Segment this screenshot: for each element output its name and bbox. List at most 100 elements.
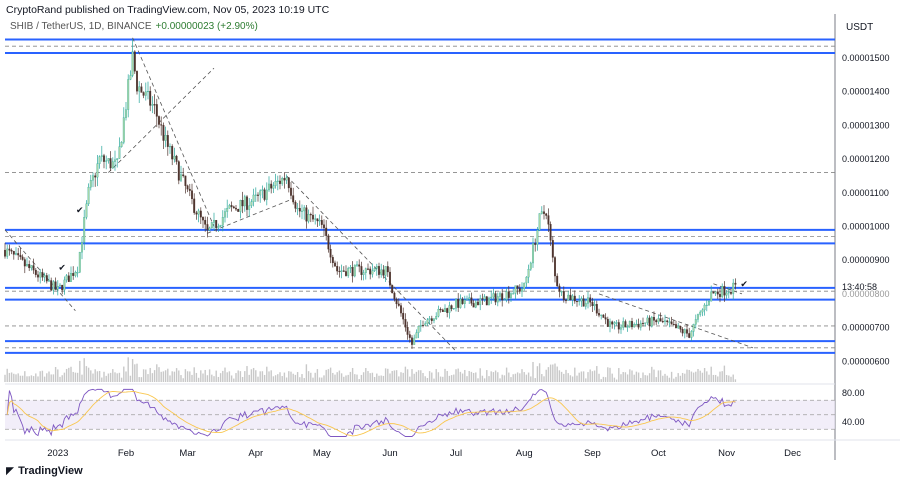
volume-bar bbox=[268, 371, 270, 382]
volume-bar bbox=[710, 366, 712, 382]
volume-bar bbox=[428, 371, 431, 382]
check-mark-icon: ✔ bbox=[76, 205, 84, 215]
volume-bar bbox=[169, 375, 171, 382]
candle bbox=[72, 273, 75, 276]
candle bbox=[411, 337, 413, 345]
candle bbox=[670, 321, 673, 325]
candle bbox=[345, 271, 347, 276]
candle bbox=[422, 324, 424, 327]
candle bbox=[690, 331, 693, 338]
candle bbox=[105, 160, 108, 162]
candle bbox=[39, 272, 42, 278]
candle bbox=[547, 215, 550, 225]
candle bbox=[503, 299, 506, 301]
candle bbox=[26, 264, 28, 267]
candle bbox=[461, 298, 464, 304]
currency-label[interactable]: USDT bbox=[846, 22, 874, 33]
volume-bar bbox=[466, 376, 468, 382]
candle bbox=[525, 276, 528, 284]
candle bbox=[444, 308, 446, 313]
volume-bar bbox=[712, 374, 715, 382]
time-tick-label: May bbox=[313, 448, 331, 459]
candle bbox=[727, 292, 730, 294]
volume-bar bbox=[239, 371, 242, 382]
volume-bar bbox=[684, 373, 686, 382]
volume-bar bbox=[670, 371, 673, 382]
volume-bar bbox=[61, 375, 63, 382]
candle bbox=[626, 326, 629, 328]
volume-bar bbox=[499, 378, 501, 382]
volume-bar bbox=[615, 379, 618, 382]
candle bbox=[325, 227, 328, 236]
footer-brand[interactable]: TradingView bbox=[18, 465, 83, 477]
volume-bar bbox=[149, 367, 151, 382]
candle bbox=[12, 251, 15, 255]
candle bbox=[582, 298, 585, 307]
volume-bar bbox=[708, 374, 710, 382]
volume-bar bbox=[444, 368, 446, 382]
volume-bar bbox=[532, 361, 534, 382]
candle bbox=[127, 79, 130, 110]
candle bbox=[147, 90, 149, 93]
volume-bar bbox=[182, 378, 184, 382]
candle bbox=[169, 146, 171, 148]
candle bbox=[186, 185, 189, 190]
volume-bar bbox=[437, 372, 440, 382]
volume-bar bbox=[450, 375, 453, 382]
volume-bar bbox=[257, 376, 259, 382]
volume-bar bbox=[211, 374, 213, 382]
candle bbox=[309, 214, 312, 216]
candle bbox=[28, 264, 31, 269]
candle bbox=[232, 206, 235, 209]
time-tick-label: Feb bbox=[118, 448, 134, 459]
candle bbox=[175, 155, 178, 162]
candle bbox=[494, 293, 497, 303]
candle bbox=[712, 291, 715, 294]
candle bbox=[457, 298, 460, 308]
volume-bar bbox=[409, 376, 411, 382]
time-tick-label: Apr bbox=[248, 448, 263, 459]
candle bbox=[151, 104, 154, 106]
candle bbox=[719, 294, 721, 297]
candle bbox=[628, 321, 631, 327]
volume-bar bbox=[629, 369, 631, 382]
candle bbox=[230, 205, 233, 207]
candle bbox=[534, 243, 537, 245]
volume-bar bbox=[556, 366, 558, 382]
volume-bar bbox=[283, 372, 286, 382]
candle bbox=[197, 210, 200, 215]
volume-bar bbox=[602, 376, 605, 382]
volume-bar bbox=[307, 371, 310, 382]
candle bbox=[637, 323, 640, 328]
candle bbox=[395, 298, 398, 305]
candle bbox=[523, 282, 526, 290]
volume-bar bbox=[345, 375, 347, 382]
volume-bar bbox=[479, 368, 481, 382]
candle bbox=[426, 319, 429, 324]
candle bbox=[406, 327, 409, 335]
candle bbox=[725, 292, 728, 296]
candle bbox=[144, 91, 147, 96]
volume-bar bbox=[699, 370, 701, 382]
volume-bar bbox=[340, 373, 343, 382]
candle bbox=[158, 116, 160, 125]
price-pane bbox=[5, 36, 835, 383]
candle bbox=[133, 51, 136, 72]
volume-bar bbox=[571, 376, 574, 382]
candle bbox=[364, 268, 367, 273]
candle bbox=[428, 318, 431, 321]
volume-bar bbox=[351, 367, 354, 382]
volume-bar bbox=[336, 372, 338, 382]
volume-bar bbox=[70, 366, 72, 382]
trendline bbox=[713, 283, 743, 295]
volume-bar bbox=[303, 378, 305, 382]
volume-bar bbox=[200, 370, 202, 382]
candle bbox=[219, 225, 222, 227]
volume-bar bbox=[193, 367, 195, 382]
candle bbox=[173, 155, 176, 160]
volume-bar bbox=[666, 375, 668, 382]
candle bbox=[336, 266, 339, 272]
volume-bar bbox=[103, 371, 105, 382]
candle bbox=[631, 321, 633, 328]
